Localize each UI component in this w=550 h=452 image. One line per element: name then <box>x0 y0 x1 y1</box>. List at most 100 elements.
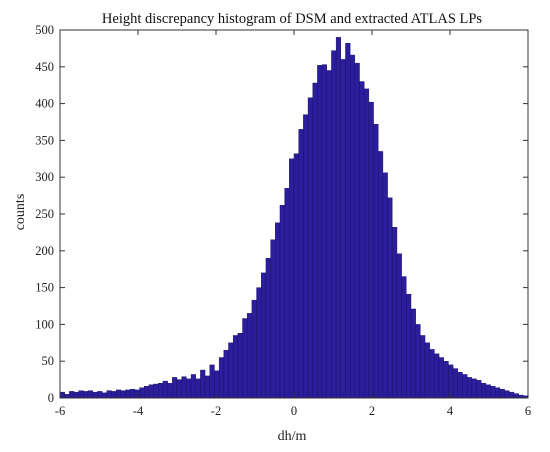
histogram-bar <box>97 391 103 399</box>
histogram-bar <box>317 65 323 399</box>
histogram-bar <box>354 62 360 399</box>
histogram-bar <box>420 335 426 399</box>
x-tick-label: 2 <box>369 404 375 418</box>
histogram-bar <box>270 239 276 399</box>
histogram-bar <box>148 384 154 399</box>
histogram-bar <box>340 59 346 399</box>
histogram-bar <box>462 374 468 399</box>
histogram-bar <box>162 380 168 399</box>
histogram-bar <box>195 378 201 399</box>
histogram-bar <box>284 188 290 399</box>
histogram-bar <box>153 383 159 399</box>
y-tick-label: 0 <box>48 391 54 405</box>
histogram-bar <box>129 388 136 399</box>
histogram-bar <box>448 364 454 399</box>
histogram-bar <box>429 349 435 399</box>
y-axis: 0 50 100 150 200 250 300 350 400 450 500 <box>35 23 528 405</box>
histogram-bar <box>261 272 267 399</box>
histogram-bar <box>223 349 229 399</box>
y-tick-label: 300 <box>35 170 54 184</box>
histogram-bar <box>392 227 398 399</box>
histogram-bar <box>410 308 416 399</box>
histogram-bar <box>279 204 285 399</box>
histogram-bar <box>289 158 295 399</box>
histogram-bar <box>200 369 206 399</box>
histogram-bar <box>246 313 253 399</box>
histogram-bar <box>373 124 379 399</box>
y-tick-label: 200 <box>35 244 54 258</box>
histogram-bar <box>401 276 407 399</box>
histogram-bar <box>87 390 93 399</box>
x-tick-label: 4 <box>447 404 454 418</box>
histogram-bar <box>424 342 430 399</box>
histogram-bar <box>251 299 257 399</box>
histogram-bar <box>69 391 75 399</box>
x-tick-label: -2 <box>211 404 221 418</box>
histogram-bar <box>406 294 412 399</box>
histogram-bar <box>176 379 182 399</box>
histogram-bar <box>106 390 112 399</box>
histogram-bar <box>331 50 337 399</box>
histogram-bar <box>434 353 440 399</box>
histogram-bar <box>499 388 505 399</box>
histogram-bar <box>190 374 196 399</box>
x-tick-label: -6 <box>55 404 65 418</box>
histogram-bar <box>83 391 89 399</box>
histogram-bar <box>387 197 393 399</box>
histogram-bar <box>396 253 402 399</box>
y-tick-label: 250 <box>35 207 54 221</box>
histogram-bar <box>335 37 341 399</box>
histogram-bar <box>513 393 519 399</box>
histogram-bar <box>120 390 126 399</box>
histogram-bars <box>59 37 529 399</box>
histogram-bar <box>303 114 309 399</box>
y-tick-label: 350 <box>35 133 54 147</box>
histogram-bar <box>495 387 501 399</box>
histogram-bar <box>158 383 164 399</box>
histogram-bar <box>265 257 271 399</box>
x-tick-label: 6 <box>525 404 531 418</box>
y-axis-label: counts <box>13 194 28 231</box>
histogram-bar <box>181 376 187 399</box>
histogram-bar <box>111 391 117 399</box>
histogram-bar <box>242 318 248 399</box>
histogram-bar <box>438 357 444 399</box>
histogram-bar <box>144 386 150 399</box>
y-tick-label: 100 <box>35 317 54 331</box>
histogram-bar <box>101 392 108 399</box>
x-tick-label: -4 <box>133 404 144 418</box>
histogram-bar <box>415 324 421 399</box>
histogram-bar <box>172 377 178 399</box>
histogram-bar <box>186 378 192 399</box>
histogram-bar <box>378 151 384 399</box>
histogram-bar <box>321 64 327 399</box>
histogram-bar <box>345 43 351 399</box>
histogram-bar <box>443 361 449 399</box>
histogram-bar <box>298 129 304 399</box>
y-tick-label: 500 <box>35 23 54 37</box>
histogram-bar <box>214 370 220 399</box>
histogram-bar <box>204 375 210 399</box>
histogram-bar <box>78 390 84 399</box>
histogram-bar <box>237 333 243 399</box>
histogram-bar <box>73 391 79 399</box>
histogram-bar <box>64 394 70 399</box>
histogram-bar <box>485 384 491 399</box>
histogram-bar <box>115 389 122 399</box>
x-axis-label: dh/m <box>278 429 307 444</box>
chart-title: Height discrepancy histogram of DSM and … <box>102 11 483 27</box>
histogram-bar <box>476 380 482 399</box>
histogram-bar <box>457 372 463 399</box>
histogram-bar <box>490 386 496 399</box>
histogram-bar <box>209 364 215 399</box>
histogram-bar <box>312 82 318 399</box>
x-tick-label: 0 <box>291 404 297 418</box>
histogram-bar <box>466 377 473 399</box>
x-axis: -6 -4 -2 0 2 4 6 <box>55 30 531 418</box>
histogram-bar <box>368 101 374 399</box>
histogram-bar <box>228 342 234 399</box>
histogram-bar <box>364 88 370 399</box>
histogram-bar <box>452 368 458 399</box>
histogram-bar <box>293 153 299 399</box>
